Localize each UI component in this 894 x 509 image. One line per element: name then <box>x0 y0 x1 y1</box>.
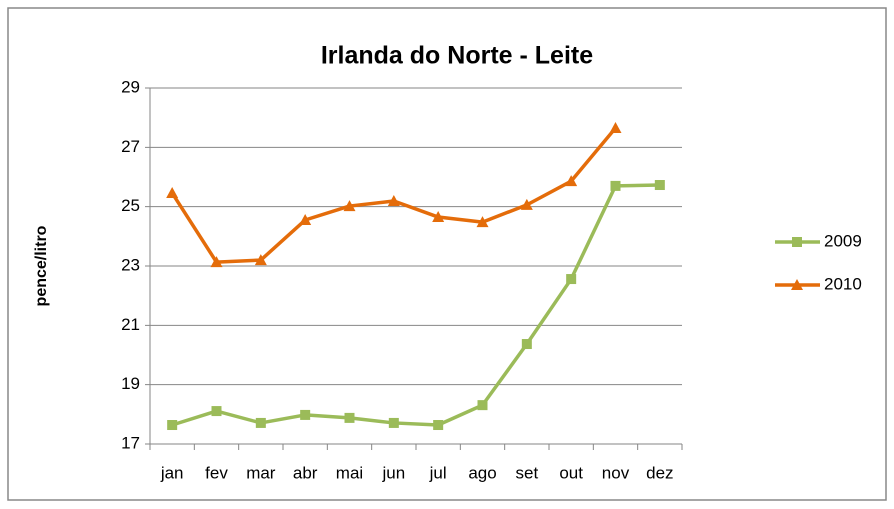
y-tick-label: 23 <box>121 255 140 274</box>
data-point <box>254 254 267 266</box>
data-point <box>654 180 665 191</box>
x-tick-label: mai <box>336 463 363 482</box>
data-point <box>566 274 577 285</box>
y-tick-label: 19 <box>121 374 140 393</box>
legend-label: 2010 <box>824 274 862 293</box>
x-tick-label: jul <box>429 463 447 482</box>
data-point <box>477 400 488 411</box>
y-tick-label: 29 <box>121 77 140 96</box>
y-tick-label: 25 <box>121 196 140 215</box>
data-point <box>300 409 311 420</box>
data-point <box>432 211 445 223</box>
data-point <box>343 200 356 212</box>
data-point <box>521 339 532 350</box>
data-point <box>166 187 179 199</box>
data-point <box>520 198 533 210</box>
x-tick-label: fev <box>205 463 228 482</box>
legend-label: 2009 <box>824 231 862 250</box>
x-tick-label: mar <box>246 463 276 482</box>
x-tick-label: dez <box>646 463 673 482</box>
y-axis-label: pence/litro <box>33 225 50 306</box>
chart-title: Irlanda do Norte - Leite <box>321 42 593 70</box>
chart-border <box>7 7 887 501</box>
series-line <box>171 183 660 427</box>
data-point <box>167 420 178 431</box>
x-tick-label: out <box>559 463 583 482</box>
x-tick-label: set <box>515 463 538 482</box>
data-point <box>388 417 399 428</box>
y-tick-label: 17 <box>121 433 140 452</box>
data-point <box>299 214 312 226</box>
data-point <box>609 122 622 134</box>
data-point <box>211 406 222 417</box>
data-point <box>433 420 444 431</box>
data-point <box>610 180 621 191</box>
x-tick-label: jun <box>381 463 405 482</box>
x-tick-label: jan <box>160 463 184 482</box>
legend-marker <box>791 279 803 290</box>
data-point <box>344 412 355 423</box>
x-tick-label: nov <box>602 463 630 482</box>
x-tick-label: ago <box>468 463 496 482</box>
x-tick-label: abr <box>293 463 318 482</box>
legend-marker <box>792 237 802 247</box>
y-tick-label: 21 <box>121 315 140 334</box>
data-point <box>387 195 400 207</box>
data-point <box>255 417 266 428</box>
data-point <box>476 216 489 228</box>
data-point <box>210 256 223 268</box>
y-tick-label: 27 <box>121 137 140 156</box>
data-point <box>565 175 578 187</box>
